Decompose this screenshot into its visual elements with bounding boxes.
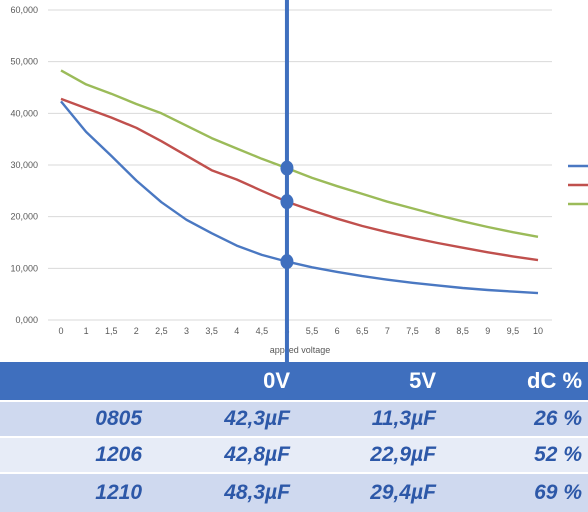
- capacitance-chart: 0,000 10,000 20,000 30,000 40,000 50,000 60,00…: [10, 0, 588, 362]
- cap-0v-cell: 42,3µF: [224, 407, 290, 430]
- x-tick-label: 4: [234, 326, 239, 336]
- cap-5v-cell: 11,3µF: [371, 407, 436, 430]
- x-tick-label: 8: [435, 326, 440, 336]
- x-tick-label: 2: [134, 326, 139, 336]
- table-row: 1210 48,3µF 29,4µF 69 %: [0, 474, 588, 512]
- x-tick-label: 1,5: [105, 326, 118, 336]
- cap-0v-cell: 42,8µF: [224, 443, 290, 466]
- cap-5v-cell: 29,4µF: [370, 481, 436, 504]
- cap-0v-cell: 48,3µF: [224, 481, 290, 504]
- x-tick-label: 9,5: [507, 326, 520, 336]
- cap-5v-cell: 22,9µF: [370, 443, 436, 466]
- size-cell: 1206: [95, 443, 142, 466]
- x-tick-label: 7: [385, 326, 390, 336]
- table-header-row: 0V 5V dC %: [0, 362, 588, 400]
- y-tick-label: 60,000: [10, 5, 38, 15]
- x-tick-label: 9: [485, 326, 490, 336]
- x-tick-label: 0: [58, 326, 63, 336]
- dc-percent-cell: 69 %: [534, 481, 582, 504]
- marker-point: [280, 160, 294, 176]
- header-cell-dc: dC %: [527, 368, 582, 393]
- x-tick-label: 3,5: [205, 326, 218, 336]
- y-tick-label: 30,000: [10, 160, 38, 170]
- y-tick-label: 20,000: [10, 212, 38, 222]
- capacitance-table: 0V 5V dC % 0805 42,3µF 11,3µF 26 % 1206 …: [0, 362, 588, 512]
- x-tick-label: 6,5: [356, 326, 369, 336]
- x-tick-label: 6: [335, 326, 340, 336]
- y-tick-label: 10,000: [10, 263, 38, 273]
- x-tick-label: 1: [84, 326, 89, 336]
- x-axis-label: applied voltage: [270, 345, 331, 355]
- x-tick-label: 4,5: [256, 326, 269, 336]
- size-cell: 0805: [95, 407, 142, 430]
- table-row: 1206 42,8µF 22,9µF 52 %: [0, 438, 588, 472]
- series-line-1: [60, 100, 539, 295]
- series-line-3: [60, 69, 539, 238]
- y-tick-label: 50,000: [10, 57, 38, 67]
- series-line-2: [60, 97, 539, 262]
- x-tick-label: 8,5: [456, 326, 469, 336]
- table-row: 0805 42,3µF 11,3µF 26 %: [0, 402, 588, 436]
- x-tick-label: 10: [533, 326, 543, 336]
- x-tick-label: 5,5: [306, 326, 319, 336]
- marker-point: [280, 194, 294, 210]
- dc-percent-cell: 52 %: [534, 443, 582, 466]
- header-cell-5v: 5V: [409, 368, 436, 393]
- dc-percent-cell: 26 %: [534, 407, 582, 430]
- size-cell: 1210: [95, 481, 142, 504]
- x-tick-label: 3: [184, 326, 189, 336]
- x-tick-label: 7,5: [406, 326, 419, 336]
- y-tick-label: 40,000: [10, 108, 38, 118]
- header-cell-0v: 0V: [263, 368, 290, 393]
- marker-point: [280, 254, 294, 270]
- x-tick-label: 2,5: [155, 326, 168, 336]
- y-tick-label: 0,000: [15, 315, 38, 325]
- header-cell-size: [0, 362, 142, 400]
